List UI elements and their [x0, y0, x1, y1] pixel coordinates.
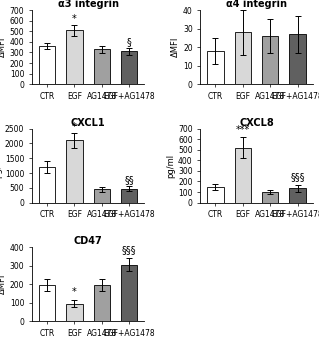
Bar [289, 188, 306, 203]
Title: α4 integrin: α4 integrin [226, 0, 287, 9]
Bar [93, 49, 110, 84]
Bar [39, 46, 55, 84]
Bar [207, 51, 224, 84]
Text: *: * [72, 287, 77, 297]
Bar [262, 36, 278, 84]
Text: ***: *** [236, 125, 250, 135]
Bar [289, 34, 306, 84]
Text: §§§: §§§ [290, 172, 305, 183]
Y-axis label: ΔMFI: ΔMFI [0, 274, 7, 294]
Bar [234, 148, 251, 203]
Title: CXCL8: CXCL8 [239, 118, 274, 128]
Bar [66, 141, 83, 203]
Bar [39, 285, 55, 321]
Y-axis label: pg/ml: pg/ml [166, 153, 175, 178]
Text: §§§: §§§ [122, 245, 137, 256]
Text: §: § [127, 37, 131, 47]
Bar [207, 187, 224, 203]
Y-axis label: ΔMFI: ΔMFI [171, 37, 180, 57]
Bar [262, 192, 278, 203]
Bar [121, 189, 137, 203]
Text: §§: §§ [124, 175, 134, 185]
Bar [121, 51, 137, 84]
Title: CXCL1: CXCL1 [71, 118, 105, 128]
Bar [121, 265, 137, 321]
Title: CD47: CD47 [74, 236, 102, 246]
Bar [66, 304, 83, 321]
Title: α3 integrin: α3 integrin [57, 0, 119, 9]
Bar [66, 30, 83, 84]
Y-axis label: ΔMFI: ΔMFI [0, 37, 7, 57]
Bar [39, 167, 55, 203]
Bar [93, 285, 110, 321]
Bar [234, 32, 251, 84]
Text: *: * [72, 122, 77, 132]
Bar [93, 189, 110, 203]
Text: *: * [72, 14, 77, 24]
Y-axis label: pg/ml: pg/ml [0, 153, 2, 178]
